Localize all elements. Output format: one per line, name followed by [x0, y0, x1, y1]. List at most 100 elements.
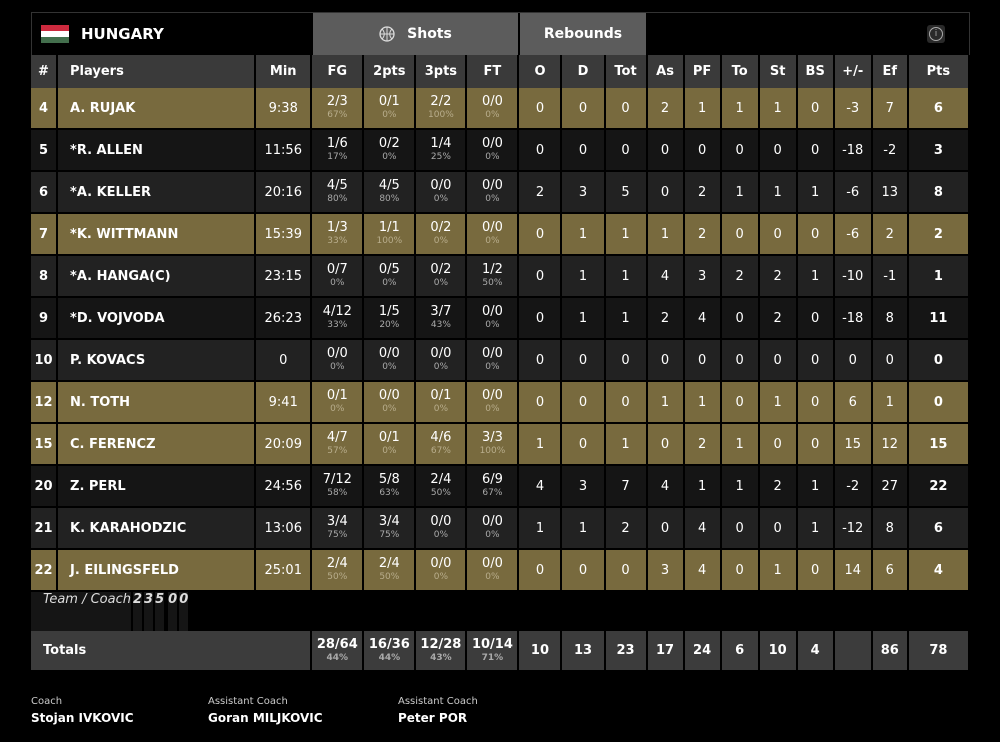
shot-percent: 0% — [382, 110, 397, 120]
ft-cell: 0/0 0% — [466, 297, 520, 340]
p2-cell: 0/1 0% — [363, 88, 417, 130]
off-rebounds: 1 — [518, 507, 563, 550]
points: 8 — [907, 171, 971, 214]
steals: 0 — [758, 213, 798, 256]
column-header[interactable]: FG — [311, 55, 365, 88]
player-row[interactable]: 8 *A. HANGA(C) 23:15 0/7 0% 0/5 0% 0/2 0% 1/2 50% 0… — [31, 255, 971, 298]
ft-cell: 0/0 0% — [466, 171, 520, 214]
plus-minus: -2 — [833, 465, 873, 508]
player-row[interactable]: 5 *R. ALLEN 11:56 1/6 17% 0/2 0% 1/4 25% 0/0 0% 0 0 0… — [31, 129, 971, 172]
info-button[interactable]: i — [927, 25, 945, 43]
shot-made-attempted: 0/0 — [481, 514, 503, 529]
shot-percent: 67% — [430, 446, 451, 456]
points: 11 — [907, 297, 971, 340]
steals — [190, 592, 193, 631]
player-row[interactable]: 7 *K. WITTMANN 15:39 1/3 33% 1/1 100% 0/2 0% 0/0 0… — [31, 213, 971, 256]
tab-rebounds[interactable]: Rebounds — [520, 13, 646, 55]
p3-cell: 4/6 67% — [415, 423, 468, 466]
blocks — [192, 592, 195, 631]
assists: 4 — [646, 465, 685, 508]
column-header[interactable]: PF — [683, 55, 722, 88]
steals: 0 — [758, 339, 798, 382]
column-header[interactable]: St — [758, 55, 798, 88]
points: 15 — [907, 423, 971, 466]
jersey-number: 10 — [31, 339, 59, 382]
turnovers: 1 — [720, 423, 760, 466]
def-rebounds: 3 — [144, 592, 156, 631]
assists: 0 — [646, 129, 685, 172]
column-header[interactable]: FT — [466, 55, 520, 88]
player-row[interactable]: 10 P. KOVACS 0 0/0 0% 0/0 0% 0/0 0% 0/0 0% 0 0 0 0 0 0 0 0… — [31, 339, 971, 382]
player-row[interactable]: 22 J. EILINGSFELD 25:01 2/4 50% 2/4 50% 0/0 0% 0/… — [31, 549, 971, 592]
column-header[interactable]: # — [31, 55, 59, 88]
def-rebounds: 1 — [561, 213, 606, 256]
shot-made-attempted: 0/0 — [481, 220, 503, 235]
shot-percent: 0% — [382, 278, 397, 288]
shot-percent: 0% — [433, 362, 449, 372]
plus-minus: -18 — [833, 297, 873, 340]
basketball-icon — [379, 26, 395, 42]
player-row[interactable]: 15 C. FERENCZ 20:09 4/7 57% 0/1 0% 4/6 67% 3/3 100… — [31, 423, 971, 466]
shot-made-attempted: 5/8 — [378, 472, 400, 487]
column-header[interactable]: 2pts — [363, 55, 417, 88]
player-row[interactable]: 9 *D. VOJVODA 26:23 4/12 33% 1/5 20% 3/7 43% 0/0 0… — [31, 297, 971, 340]
column-header[interactable]: D — [561, 55, 606, 88]
totals-row: Totals 28/64 44% 16/36 44% 12/28 43% 10/14 71% 10… — [31, 631, 971, 670]
assists: 2 — [646, 297, 685, 340]
column-header[interactable]: Pts — [907, 55, 971, 88]
assists: 1 — [646, 213, 685, 256]
column-header[interactable]: O — [518, 55, 563, 88]
shot-percent: 25% — [430, 152, 451, 162]
ft-cell: 0/0 0% — [466, 88, 520, 130]
total-rebounds: 1 — [604, 255, 648, 298]
turnovers: 2 — [720, 255, 760, 298]
plus-minus: 0 — [833, 339, 873, 382]
column-header[interactable]: Tot — [604, 55, 648, 88]
shot-made-attempted: 0/2 — [430, 220, 452, 235]
efficiency: 13 — [871, 171, 909, 214]
player-row[interactable]: 4 A. RUJAK 9:38 2/3 67% 0/1 0% 2/2 100% 0/0 0% 0 0 0 2… — [31, 88, 971, 130]
team-coach-label: Team / Coach — [31, 592, 133, 631]
shot-percent: 43% — [430, 320, 451, 330]
total-rebounds: 1 — [604, 423, 648, 466]
player-row[interactable]: 20 Z. PERL 24:56 7/12 58% 5/8 63% 2/4 50% 6/9 67% 4… — [31, 465, 971, 508]
fg-cell: 4/5 80% — [311, 171, 365, 214]
p2-cell: 4/5 80% — [363, 171, 417, 214]
shot-percent: 33% — [327, 320, 348, 330]
column-header[interactable]: Players — [57, 55, 257, 88]
player-row[interactable]: 6 *A. KELLER 20:16 4/5 80% 4/5 80% 0/0 0% 0/0 0% 2 3… — [31, 171, 971, 214]
minutes: 13:06 — [255, 507, 313, 550]
player-row[interactable]: 12 N. TOTH 9:41 0/1 0% 0/0 0% 0/1 0% 0/0 0% 0 0 0 1 1 0 1… — [31, 381, 971, 424]
column-header[interactable]: Ef — [871, 55, 909, 88]
column-header[interactable]: BS — [796, 55, 835, 88]
shot-made-attempted: 2/4 — [430, 472, 452, 487]
minutes: 20:09 — [255, 423, 313, 466]
p3-cell: 0/2 0% — [415, 213, 468, 256]
shot-percent: 0% — [485, 236, 500, 246]
player-row[interactable]: 21 K. KARAHODZIC 13:06 3/4 75% 3/4 75% 0/0 0% 0/0… — [31, 507, 971, 550]
p3-cell: 0/0 0% — [415, 549, 468, 592]
column-header[interactable]: Min — [255, 55, 313, 88]
ft-cell: 6/9 67% — [466, 465, 520, 508]
total-rebounds: 1 — [604, 213, 648, 256]
p2-cell: 0/5 0% — [363, 255, 417, 298]
column-header[interactable]: +/- — [833, 55, 873, 88]
coach-role: Assistant Coach — [208, 696, 288, 707]
shot-made-attempted: 0/0 — [481, 178, 503, 193]
def-rebounds: 1 — [561, 297, 606, 340]
column-header[interactable]: 3pts — [415, 55, 468, 88]
p2-cell: 0/0 0% — [363, 381, 417, 424]
jersey-number: 15 — [31, 423, 59, 466]
column-header[interactable]: As — [646, 55, 685, 88]
fg-cell: 1/6 17% — [311, 129, 365, 172]
shot-percent: 100% — [376, 236, 403, 246]
column-header[interactable]: To — [720, 55, 760, 88]
tab-shots[interactable]: Shots — [313, 13, 518, 55]
fg-cell: 2/3 67% — [311, 88, 365, 130]
blocks: 0 — [796, 339, 835, 382]
blocks: 0 — [796, 423, 835, 466]
minutes: 0 — [255, 339, 313, 382]
p3-cell: 1/4 25% — [415, 129, 468, 172]
shot-percent: 0% — [433, 572, 449, 582]
shot-percent: 75% — [379, 530, 400, 540]
